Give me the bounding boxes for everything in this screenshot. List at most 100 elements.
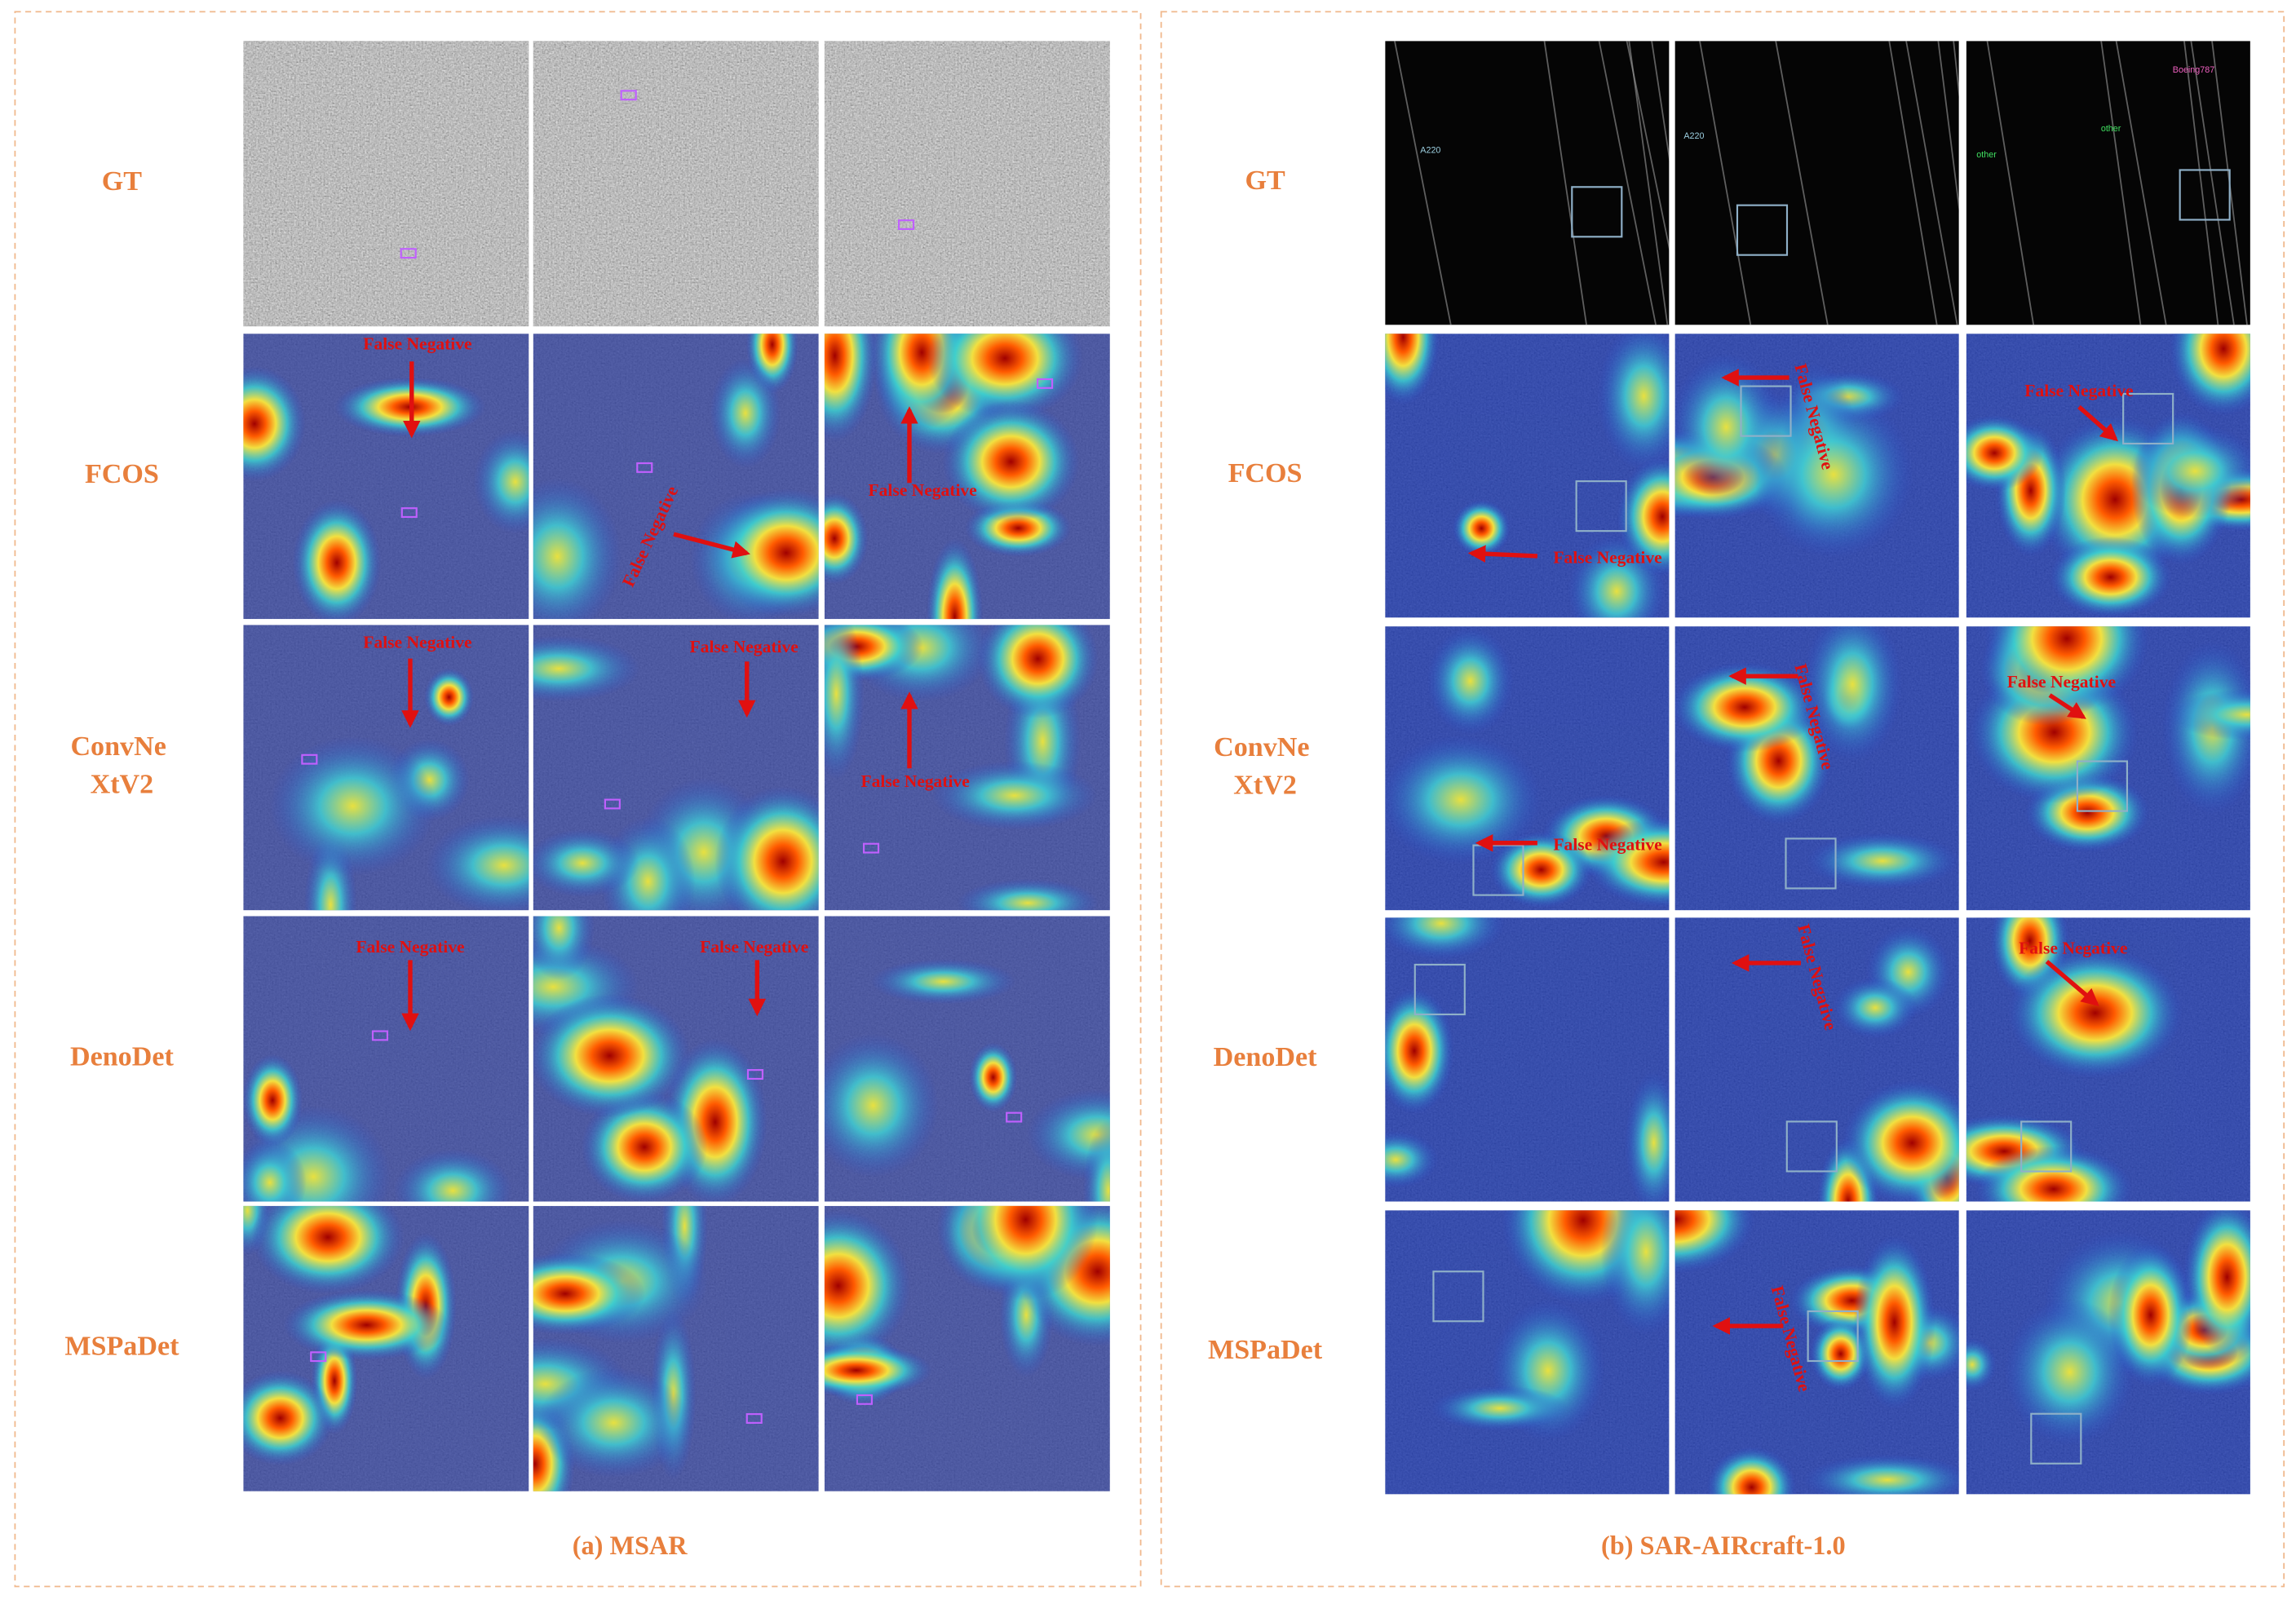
heat-blob — [533, 478, 622, 620]
image-cell — [243, 916, 529, 1202]
target-box — [2020, 1120, 2073, 1173]
runway-line — [1598, 41, 1657, 325]
target-box — [371, 1030, 389, 1041]
heat-blob — [824, 1033, 939, 1178]
image-cell — [533, 334, 819, 620]
annotation: False Negative — [700, 937, 808, 957]
heat-blob — [1803, 626, 1902, 762]
heat-blob — [426, 815, 529, 911]
heat-blob — [2169, 334, 2250, 416]
target-box — [604, 798, 621, 810]
image-cell — [1385, 626, 1670, 911]
runway-line — [1905, 41, 1958, 325]
sar-image — [533, 41, 819, 327]
runway-line — [1628, 41, 1669, 325]
heat-blob — [1082, 1120, 1110, 1202]
image-cell — [1966, 41, 2250, 325]
image-cell — [243, 1205, 529, 1491]
runway-line — [1626, 41, 1670, 251]
heat-blob — [1600, 1210, 1670, 1336]
heat-blob — [1674, 662, 1818, 753]
heat-blob — [1452, 500, 1511, 557]
heat-blob — [1966, 1338, 1997, 1391]
heat-blob — [1803, 1454, 1959, 1495]
target-box — [400, 248, 417, 259]
heat-blob — [1706, 1447, 1797, 1495]
heat-blob — [1833, 977, 1918, 1039]
annotation: False Negative — [2024, 381, 2133, 400]
heat-blob — [953, 1205, 1098, 1301]
image-cell — [243, 41, 529, 327]
image-cell — [533, 41, 819, 327]
heat-blob — [977, 625, 1099, 718]
heat-blob — [243, 1371, 334, 1465]
annotation: False Negative — [861, 771, 970, 791]
target-box — [856, 1394, 873, 1405]
target-box — [746, 1069, 764, 1080]
row-label: GT — [1245, 166, 1285, 196]
heat-blob — [1385, 917, 1506, 960]
heat-blob — [533, 916, 595, 980]
row-label: FCOS — [85, 459, 159, 489]
arrow — [1467, 545, 1538, 563]
target-box — [1006, 1111, 1023, 1123]
runway-line — [1937, 41, 1959, 213]
annotation: False Negative — [1553, 834, 1661, 854]
runway-line — [1953, 41, 1959, 99]
heat-blob — [1385, 988, 1454, 1115]
arrow — [2048, 693, 2086, 719]
annotation: False Negative — [868, 480, 976, 500]
heat-blob — [533, 829, 639, 898]
row-label: ConvNe XtV2 — [70, 731, 173, 800]
sar-image — [824, 41, 1110, 327]
heat-blob — [927, 334, 1083, 421]
heat-blob — [2108, 1244, 2193, 1387]
target-box — [620, 90, 637, 101]
panel-caption: (b) SAR-AIRcraft-1.0 — [1601, 1531, 1846, 1560]
heat-blob — [1674, 353, 1782, 502]
sar-image — [1966, 41, 2250, 325]
image-cell — [1385, 334, 1670, 618]
heat-blob — [1975, 1146, 2133, 1202]
image-cell — [1966, 626, 2250, 911]
heat-blob — [870, 959, 1016, 1005]
arrow — [673, 532, 750, 559]
heat-blob — [710, 488, 819, 617]
heat-blob — [1617, 457, 1670, 577]
heat-blob — [473, 430, 529, 534]
heat-blob — [2050, 536, 2172, 618]
target-box — [897, 219, 915, 231]
runway-line — [2183, 41, 2219, 325]
sar-image — [1674, 41, 1959, 325]
heat-blob — [269, 736, 436, 876]
heat-blob — [714, 786, 819, 911]
target-box — [2030, 1412, 2082, 1465]
image-cell — [1674, 626, 1959, 911]
image-cell — [1966, 917, 2250, 1202]
heat-blob — [1385, 1131, 1439, 1188]
target-box — [1472, 844, 1524, 896]
target-box — [636, 462, 653, 473]
target-box — [1575, 480, 1627, 532]
target-box — [1807, 1310, 1859, 1363]
image-cell — [1385, 917, 1670, 1202]
heat-blob — [824, 1210, 911, 1362]
row-label: DenoDet — [70, 1041, 174, 1072]
image-cell — [824, 916, 1110, 1202]
heat-blob — [942, 400, 1080, 523]
row-label: GT — [102, 166, 143, 197]
heat-blob — [533, 635, 640, 702]
heat-blob — [424, 668, 474, 727]
heat-blob — [1853, 1235, 1935, 1410]
heat-blob — [931, 761, 1097, 830]
heat-blob — [1806, 833, 1959, 890]
heat-blob — [824, 334, 878, 442]
target-box — [862, 842, 880, 854]
heat-blob — [533, 1253, 645, 1335]
box-label: Boeing787 — [2173, 65, 2214, 75]
heat-blob — [2007, 947, 2183, 1079]
target-box — [1037, 378, 1054, 389]
runway-line — [1986, 41, 2035, 325]
heat-blob — [1586, 817, 1670, 908]
